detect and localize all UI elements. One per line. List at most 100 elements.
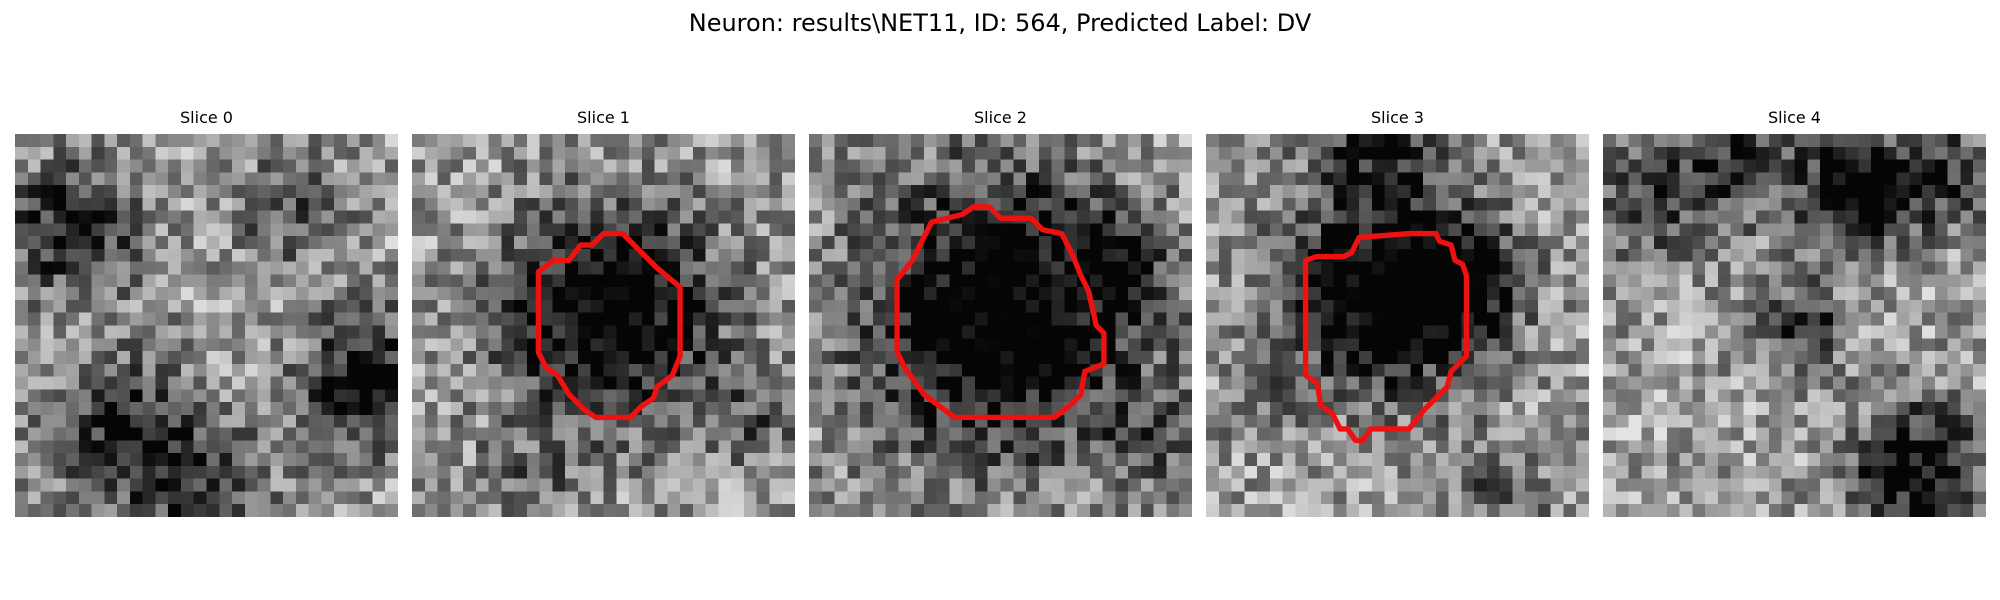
pixel xyxy=(1333,185,1347,199)
pixel xyxy=(168,287,182,301)
pixel xyxy=(1000,440,1014,454)
pixel xyxy=(1563,146,1577,160)
pixel xyxy=(1641,236,1655,250)
pixel xyxy=(923,338,937,352)
pixel xyxy=(257,465,271,479)
pixel xyxy=(1346,351,1360,365)
pixel xyxy=(692,159,706,173)
pixel xyxy=(40,453,54,467)
pixel xyxy=(1257,338,1271,352)
pixel xyxy=(1166,197,1180,211)
pixel xyxy=(1077,172,1091,186)
pixel xyxy=(680,491,694,505)
pixel xyxy=(577,172,591,186)
pixel xyxy=(27,261,41,275)
pixel xyxy=(1423,325,1437,339)
pixel xyxy=(769,363,783,377)
pixel xyxy=(1832,427,1846,441)
pixel xyxy=(475,248,489,262)
pixel xyxy=(1820,427,1834,441)
pixel xyxy=(1934,465,1948,479)
pixel xyxy=(1038,504,1052,517)
pixel xyxy=(949,299,963,313)
pixel xyxy=(1179,185,1192,199)
pixel xyxy=(962,453,976,467)
pixel xyxy=(654,248,668,262)
pixel xyxy=(27,274,41,288)
pixel xyxy=(654,197,668,211)
pixel xyxy=(705,261,719,275)
pixel xyxy=(756,491,770,505)
slice-title: Slice 0 xyxy=(180,108,233,127)
pixel xyxy=(155,465,169,479)
pixel xyxy=(1832,453,1846,467)
pixel xyxy=(847,363,861,377)
pixel xyxy=(1960,261,1974,275)
pixel xyxy=(667,440,681,454)
pixel xyxy=(1934,299,1948,313)
pixel xyxy=(1140,491,1154,505)
pixel xyxy=(78,210,92,224)
pixel xyxy=(334,376,348,390)
pixel xyxy=(308,159,322,173)
pixel xyxy=(424,325,438,339)
pixel xyxy=(155,185,169,199)
pixel xyxy=(1320,146,1334,160)
pixel xyxy=(1397,197,1411,211)
pixel xyxy=(40,236,54,250)
pixel xyxy=(321,427,335,441)
pixel xyxy=(1282,338,1296,352)
pixel xyxy=(911,363,925,377)
pixel xyxy=(821,491,835,505)
pixel xyxy=(1384,210,1398,224)
pixel xyxy=(1973,440,1986,454)
pixel xyxy=(1359,274,1373,288)
pixel xyxy=(27,197,41,211)
pixel xyxy=(1206,236,1220,250)
pixel xyxy=(667,287,681,301)
pixel xyxy=(206,146,220,160)
pixel xyxy=(295,402,309,416)
pixel xyxy=(1474,185,1488,199)
pixel xyxy=(936,261,950,275)
pixel xyxy=(1807,146,1821,160)
pixel xyxy=(1947,185,1961,199)
pixel xyxy=(667,478,681,492)
pixel xyxy=(1871,440,1885,454)
pixel xyxy=(692,351,706,365)
pixel xyxy=(1166,325,1180,339)
pixel xyxy=(514,261,528,275)
pixel xyxy=(424,185,438,199)
pixel xyxy=(1153,338,1167,352)
pixel xyxy=(743,172,757,186)
pixel xyxy=(1206,376,1220,390)
pixel xyxy=(821,159,835,173)
pixel xyxy=(104,299,118,313)
pixel xyxy=(1423,440,1437,454)
pixel xyxy=(1089,159,1103,173)
pixel xyxy=(1858,376,1872,390)
pixel xyxy=(962,172,976,186)
pixel xyxy=(1206,185,1220,199)
pixel xyxy=(1282,248,1296,262)
pixel xyxy=(1000,402,1014,416)
pixel xyxy=(809,414,823,428)
pixel xyxy=(437,197,451,211)
pixel xyxy=(514,236,528,250)
pixel xyxy=(616,172,630,186)
pixel xyxy=(1013,248,1027,262)
pixel xyxy=(1883,159,1897,173)
pixel xyxy=(232,376,246,390)
pixel xyxy=(1435,338,1449,352)
pixel xyxy=(53,402,67,416)
pixel xyxy=(1871,248,1885,262)
pixel xyxy=(1013,159,1027,173)
pixel xyxy=(1179,261,1192,275)
pixel xyxy=(1077,146,1091,160)
pixel xyxy=(1231,389,1245,403)
pixel xyxy=(1051,465,1065,479)
pixel xyxy=(117,248,131,262)
pixel xyxy=(834,261,848,275)
pixel xyxy=(1883,440,1897,454)
pixel xyxy=(1486,287,1500,301)
